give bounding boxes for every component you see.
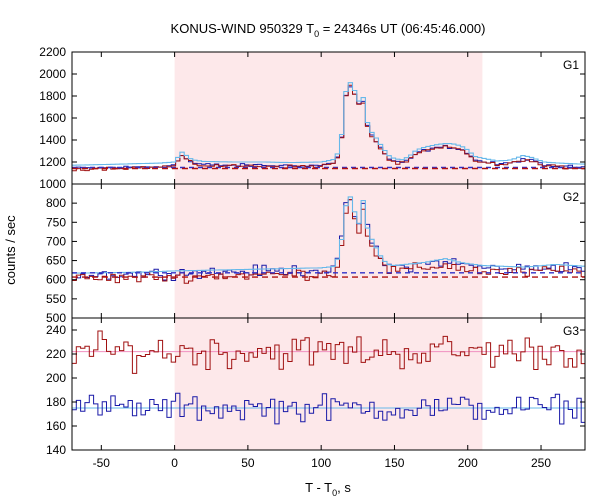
- shaded-interval: [174, 184, 483, 318]
- x-tick-label: -50: [93, 456, 111, 470]
- y-tick-label: 2000: [39, 67, 66, 81]
- panel-g1: 1000 1200 1400 1600 1800 2000 2200 G1: [39, 45, 586, 191]
- blue-histogram: [72, 392, 585, 425]
- panel-series: [72, 330, 585, 425]
- y-tick-label: 800: [46, 196, 66, 210]
- plot-layer: 1000120014001600180020002200G15005506006…: [39, 45, 586, 470]
- y-tick-label: 550: [46, 292, 66, 306]
- y-tick-label: 1800: [39, 89, 66, 103]
- x-axis-label: T - T0, s: [305, 480, 351, 498]
- panel-label-g3: G3: [563, 324, 579, 338]
- y-tick-label: 180: [46, 395, 66, 409]
- y-tick-label: 140: [46, 443, 66, 457]
- panel-g2: 500 550 600 650 700 750 800 G2: [46, 183, 586, 325]
- x-tick-label: 150: [384, 456, 404, 470]
- shaded-interval: [174, 318, 483, 450]
- y-tick-label: 700: [46, 234, 66, 248]
- red-histogram: [72, 330, 585, 374]
- red-histogram: [72, 84, 585, 172]
- x-tick-label: 50: [241, 456, 255, 470]
- y-axis-label: counts / sec: [3, 215, 18, 285]
- x-tick-label: 250: [531, 456, 551, 470]
- panel-label-g1: G1: [563, 58, 579, 72]
- y-tick-label: 220: [46, 347, 66, 361]
- y-tick-label: 500: [46, 311, 66, 325]
- chart-title: KONUS-WIND 950329 T0 = 24346s UT (06:45:…: [171, 21, 486, 39]
- panel-series: [72, 82, 585, 172]
- y-tick-label: 650: [46, 254, 66, 268]
- y-tick-label: 600: [46, 273, 66, 287]
- y-tick-label: 160: [46, 419, 66, 433]
- y-tick-label: 1600: [39, 111, 66, 125]
- cyan-histogram: [72, 82, 585, 166]
- x-tick-label: 0: [171, 456, 178, 470]
- panel-g3: 140 160 180 200 220 240 G3: [46, 317, 586, 457]
- panel-frame: [71, 317, 586, 451]
- cyan-histogram: [72, 196, 585, 274]
- x-tick-label: 200: [458, 456, 478, 470]
- y-tick-label: 240: [46, 323, 66, 337]
- y-tick-label: 1400: [39, 133, 66, 147]
- y-tick-label: 1200: [39, 155, 66, 169]
- y-tick-label: 2200: [39, 45, 66, 59]
- y-tick-label: 200: [46, 371, 66, 385]
- panel-label-g2: G2: [563, 190, 579, 204]
- blue-histogram: [72, 199, 585, 281]
- y-tick-label: 750: [46, 215, 66, 229]
- y-tick-label: 1000: [39, 177, 66, 191]
- panel-series: [72, 196, 585, 284]
- x-tick-label: 100: [311, 456, 331, 470]
